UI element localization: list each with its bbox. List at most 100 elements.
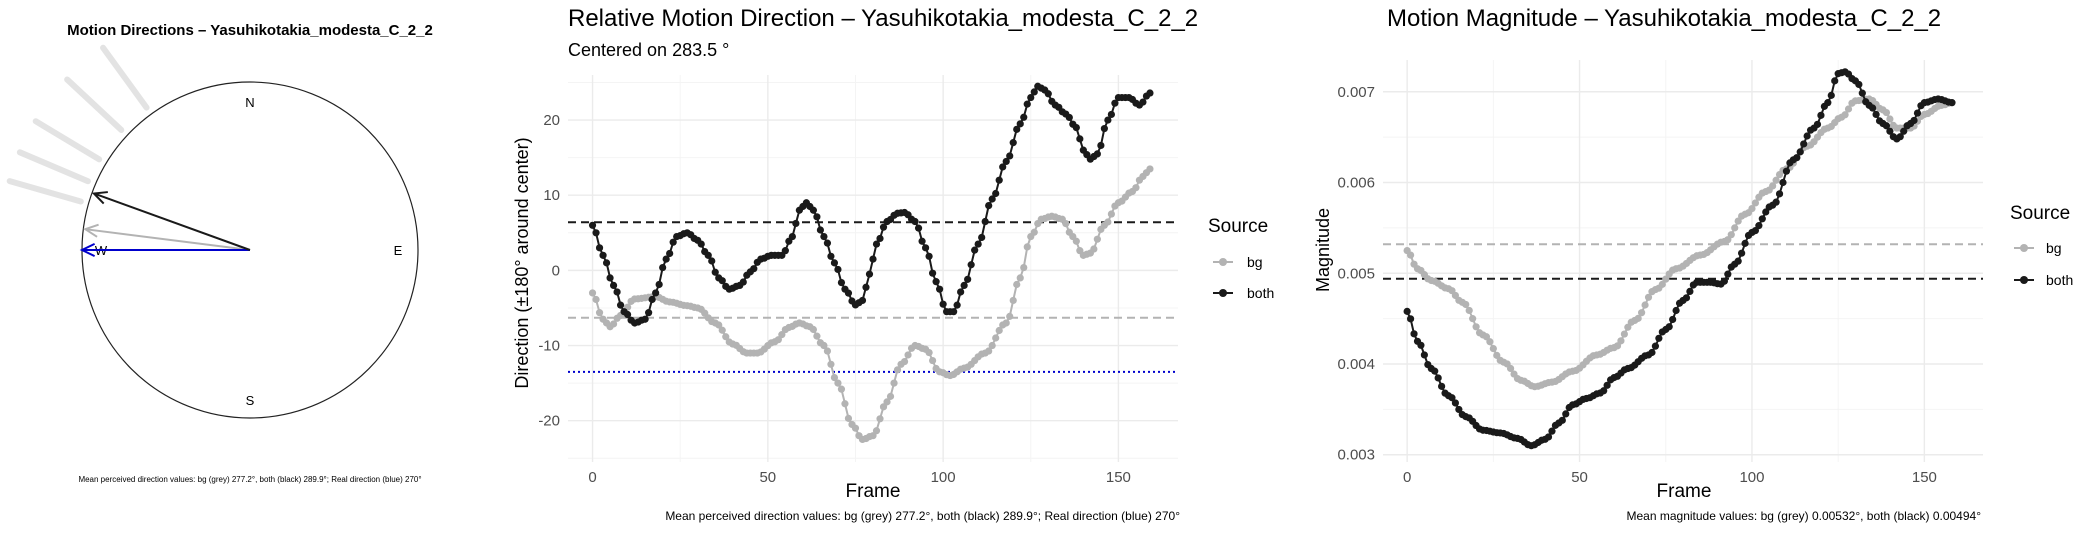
both-arrow-head — [91, 191, 108, 205]
history-line-1 — [16, 149, 91, 185]
direction-x-tick-label: 0 — [588, 469, 596, 486]
direction-both-point — [988, 195, 996, 203]
magnitude-bg-point — [1634, 314, 1642, 322]
direction-reference-lines — [568, 221, 1178, 373]
direction-legend-both-label: both — [1247, 285, 1274, 301]
magnitude-legend-bg-label: bg — [2046, 240, 2062, 256]
magnitude-both-point — [1882, 122, 1891, 130]
direction-both-point — [1097, 141, 1105, 150]
direction-bg-point — [992, 334, 1000, 342]
magnitude-tick-labels: 0 50 100 150 0.003 0.004 0.005 0.006 0.007 — [1337, 84, 1936, 486]
direction-bg-point — [592, 295, 600, 304]
direction-both-point — [914, 224, 923, 232]
direction-both-point — [704, 251, 712, 259]
direction-both-point — [837, 278, 846, 287]
magnitude-both-point — [1796, 148, 1804, 156]
direction-bg-point — [1107, 210, 1115, 218]
magnitude-bg-point — [1465, 306, 1473, 315]
direction-bg-point — [1009, 296, 1017, 305]
direction-both-point — [1072, 124, 1080, 132]
direction-legend-both-dot — [1219, 289, 1227, 297]
magnitude-bg-point — [1751, 199, 1760, 207]
magnitude-bg-point — [1638, 309, 1646, 317]
magnitude-legend-title: Source — [2010, 203, 2070, 224]
magnitude-bg-point — [1406, 251, 1415, 259]
magnitude-bg-point — [1462, 300, 1470, 309]
direction-both-point — [750, 265, 758, 273]
direction-both-point — [957, 288, 965, 296]
direction-y-tick-label: 0 — [552, 262, 560, 279]
magnitude-series — [1403, 68, 1956, 450]
magnitude-y-tick-label: 0.005 — [1337, 265, 1375, 282]
direction-y-axis-label: Direction (±180° around center) — [512, 137, 532, 388]
magnitude-both-point — [1648, 348, 1656, 357]
direction-both-point — [1030, 88, 1038, 96]
direction-both-point — [872, 240, 881, 248]
direction-both-point — [939, 300, 947, 308]
compass-label-east: E — [394, 243, 403, 258]
real-arrow-head — [79, 243, 96, 257]
magnitude-x-tick-label: 150 — [1912, 469, 1937, 486]
magnitude-both-point — [1738, 249, 1746, 257]
direction-bg-point — [1093, 235, 1101, 243]
magnitude-x-tick-label: 0 — [1403, 469, 1411, 486]
magnitude-both-point — [1548, 427, 1556, 435]
direction-both-point — [1006, 152, 1014, 160]
direction-bg-point — [1016, 274, 1024, 282]
magnitude-both-point — [1948, 99, 1956, 107]
direction-both-point — [809, 206, 818, 214]
direction-x-tick-label: 150 — [1106, 469, 1131, 486]
direction-bg-point — [834, 379, 842, 387]
direction-bg-point — [844, 414, 853, 422]
magnitude-both-point — [1800, 140, 1808, 148]
compass-caption: Mean perceived direction values: bg (gre… — [78, 475, 421, 484]
direction-arrows — [79, 191, 251, 257]
history-line-3 — [64, 76, 125, 133]
direction-bg-point — [830, 373, 839, 382]
compass-title: Motion Directions – Yasuhikotakia_modest… — [67, 22, 433, 39]
direction-bg-point — [988, 341, 996, 350]
direction-caption: Mean perceived direction values: bg (gre… — [665, 509, 1180, 523]
direction-both-point — [985, 201, 993, 210]
direction-bg-point — [1090, 245, 1098, 253]
magnitude-title: Motion Magnitude – Yasuhikotakia_modesta… — [1387, 5, 1941, 32]
direction-legend-bg-label: bg — [1247, 254, 1263, 270]
magnitude-both-point — [1803, 132, 1811, 140]
magnitude-both-point — [1672, 306, 1680, 315]
direction-bg-point — [841, 400, 849, 408]
magnitude-y-axis-label: Magnitude — [1313, 208, 1333, 292]
direction-both-point — [606, 274, 614, 282]
magnitude-both-point — [1869, 104, 1877, 112]
magnitude-y-tick-label: 0.003 — [1337, 447, 1375, 464]
direction-both-point — [781, 247, 789, 255]
compass-label-south: S — [246, 393, 255, 408]
direction-bg-point — [1062, 220, 1070, 228]
direction-both-point — [659, 263, 667, 272]
direction-both-point — [820, 232, 828, 241]
direction-both-point — [971, 246, 979, 254]
magnitude-bg-point — [1662, 275, 1670, 283]
magnitude-x-tick-label: 50 — [1571, 469, 1588, 486]
direction-bg-point — [1013, 280, 1021, 289]
magnitude-both-point — [1600, 387, 1608, 395]
direction-both-point — [595, 244, 604, 252]
direction-bg-point — [900, 357, 909, 366]
direction-both-point — [925, 252, 933, 260]
direction-both-point — [1020, 113, 1028, 121]
magnitude-both-point — [1562, 410, 1570, 418]
compass-label-north: N — [245, 95, 254, 110]
direction-bg-point — [722, 333, 730, 341]
direction-both-point — [1111, 99, 1119, 107]
direction-both-point — [623, 310, 632, 319]
direction-both-line — [591, 84, 1151, 325]
magnitude-both-point — [1655, 334, 1663, 342]
magnitude-y-tick-label: 0.006 — [1337, 175, 1375, 192]
direction-x-tick-label: 50 — [759, 469, 776, 486]
direction-both-point — [708, 257, 716, 265]
direction-both-point — [928, 269, 937, 277]
direction-bg-point — [872, 427, 881, 435]
magnitude-bg-point — [1641, 301, 1649, 309]
magnitude-caption: Mean magnitude values: bg (grey) 0.00532… — [1627, 509, 1982, 523]
direction-legend: Source bg both — [1208, 216, 1274, 301]
direction-bg-point — [778, 331, 786, 339]
